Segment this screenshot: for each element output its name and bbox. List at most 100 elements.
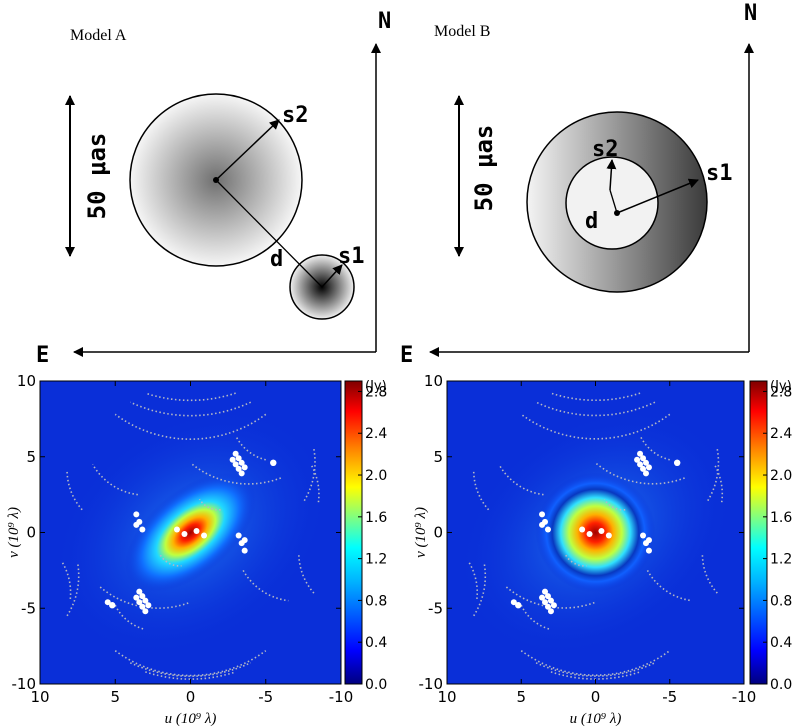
x-tick-label: 10 xyxy=(437,688,456,706)
uv-track xyxy=(550,392,641,402)
y-axis-label: v (10⁹ λ) xyxy=(6,507,22,558)
x-axis-label: u (10⁹ λ) xyxy=(165,711,217,727)
uv-track xyxy=(145,671,236,680)
uv-point xyxy=(544,526,551,533)
uv-tracks xyxy=(61,392,320,680)
model-a-schematic: Model A 50 μas s2 s1 d N E xyxy=(36,9,391,368)
colorbar-tick-label: 2.8 xyxy=(770,384,792,400)
y-tick-label: -10 xyxy=(12,675,37,693)
uv-point xyxy=(515,602,522,609)
uv-track xyxy=(713,463,724,503)
east-label-a: E xyxy=(36,343,49,368)
uv-point xyxy=(193,527,200,534)
uv-track xyxy=(61,562,72,601)
uv-track xyxy=(302,449,316,503)
uv-track xyxy=(706,449,720,503)
radius-s2-b xyxy=(606,159,617,191)
colorbar-label: (Jy) xyxy=(365,379,387,394)
uv-point xyxy=(586,531,593,538)
uv-point xyxy=(544,593,551,600)
heatmap-core xyxy=(124,472,257,593)
scale-label-b: 50 μas xyxy=(470,125,498,212)
uv-point xyxy=(510,599,517,606)
d-label-a: d xyxy=(270,247,283,272)
uv-point xyxy=(136,599,143,606)
uv-point xyxy=(139,593,146,600)
uv-track xyxy=(520,604,552,631)
colorbar-label: (Jy) xyxy=(770,379,792,394)
colorbar-tick-label: 0.8 xyxy=(365,593,387,609)
uv-point xyxy=(637,450,644,457)
uv-track xyxy=(701,555,718,594)
heatmap-core xyxy=(535,472,656,593)
model-b-label: Model B xyxy=(434,23,490,40)
colorbar-tick-label: 1.6 xyxy=(365,510,387,526)
y-axis-label: v (10⁹ λ) xyxy=(413,507,429,558)
uv-point xyxy=(547,608,554,615)
uv-tracks xyxy=(468,392,724,680)
radius-s2-a xyxy=(215,119,280,181)
radius-s1-b xyxy=(616,178,699,214)
uv-track xyxy=(603,498,626,511)
uv-track xyxy=(198,498,221,511)
uv-track xyxy=(145,392,236,402)
uv-point xyxy=(142,597,149,604)
separation-d-a xyxy=(215,179,323,288)
uv-point xyxy=(634,456,641,463)
y-tick-label: -10 xyxy=(419,675,444,693)
y-tick-label: 10 xyxy=(17,372,36,390)
north-label-b: N xyxy=(744,1,757,26)
y-tick-label: 5 xyxy=(26,448,36,466)
uv-point xyxy=(539,521,546,528)
d-label-b: d xyxy=(585,209,598,234)
uv-point xyxy=(235,465,242,472)
scale-arrow-b: 50 μas xyxy=(454,95,498,257)
uv-point xyxy=(181,531,188,538)
uv-track xyxy=(234,435,266,461)
uv-point xyxy=(544,603,551,610)
uv-track xyxy=(535,662,656,677)
uv-point xyxy=(673,459,681,467)
colorbar-tick-label: 0.4 xyxy=(365,635,387,651)
uv-point xyxy=(232,461,239,468)
uv-track xyxy=(639,435,670,461)
s1-label-b: s1 xyxy=(706,161,733,186)
uv-point xyxy=(232,450,239,457)
uv-track xyxy=(520,413,671,440)
colorbar-tick-label: 1.6 xyxy=(770,510,792,526)
uv-track xyxy=(520,650,671,676)
uv-track xyxy=(66,471,83,511)
y-tick-label: -5 xyxy=(428,599,443,617)
uv-track xyxy=(535,401,656,417)
y-tick-label: 0 xyxy=(433,524,443,542)
y-tick-label: 0 xyxy=(26,524,36,542)
uv-point xyxy=(645,547,652,554)
uv-track xyxy=(298,555,315,594)
north-label-a: N xyxy=(378,9,391,34)
uv-track xyxy=(114,650,267,677)
s1-label-a: s1 xyxy=(338,244,365,269)
x-tick-label: 0 xyxy=(186,688,196,706)
uv-point xyxy=(642,470,649,477)
uv-track xyxy=(646,569,693,602)
uv-point xyxy=(542,599,549,606)
uv-point xyxy=(139,603,146,610)
uv-track xyxy=(114,413,267,440)
uv-point xyxy=(133,594,140,601)
x-axis-label: u (10⁹ λ) xyxy=(570,711,622,727)
x-tick-label: -5 xyxy=(662,688,677,706)
uv-point xyxy=(241,537,248,544)
uv-point xyxy=(640,465,647,472)
y-tick-label: -5 xyxy=(21,599,36,617)
colorbar-tick-label: 2.4 xyxy=(770,426,792,442)
uv-track xyxy=(159,554,182,567)
colorbar-tick-label: 1.2 xyxy=(365,552,387,568)
model-a-label: Model A xyxy=(70,27,127,44)
colorbar-tick-label: 2.0 xyxy=(770,468,792,484)
uv-points xyxy=(104,450,277,615)
uv-point xyxy=(142,608,149,615)
uv-point xyxy=(238,470,245,477)
uv-point xyxy=(637,461,644,468)
uv-point xyxy=(229,456,236,463)
